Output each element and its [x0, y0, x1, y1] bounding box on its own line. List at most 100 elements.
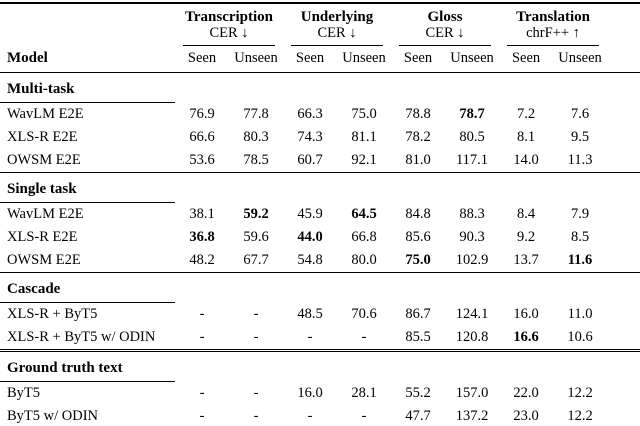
value-cell: 80.5	[459, 129, 485, 145]
section-header-filler	[175, 273, 640, 303]
value-cell: 85.5	[405, 329, 431, 345]
col-group-underlying: Underlying CER ↓	[283, 3, 391, 46]
value-cell: 88.3	[459, 206, 485, 222]
model-cell: OWSM E2E	[7, 152, 81, 168]
value-cell: 102.9	[455, 252, 489, 268]
value-cell: 8.1	[516, 129, 536, 145]
value-cell: 47.7	[405, 408, 431, 424]
value-cell: 54.8	[297, 252, 323, 268]
value-cell: 78.7	[459, 106, 485, 122]
value-cell: 66.6	[189, 129, 215, 145]
value-cell: 45.9	[297, 206, 323, 222]
value-cell: 124.1	[455, 306, 489, 322]
spacer-cell	[607, 226, 640, 249]
value-cell: 7.6	[570, 106, 590, 122]
value-cell: 16.6	[513, 329, 539, 345]
value-cell: 76.9	[189, 106, 215, 122]
section-header-row: Cascade	[0, 272, 640, 303]
value-cell: 48.2	[189, 252, 215, 268]
value-cell: 80.0	[351, 252, 377, 268]
value-cell: 12.2	[567, 408, 593, 424]
value-cell: 11.6	[567, 252, 593, 268]
value-cell: 92.1	[351, 152, 377, 168]
table-row: ByT5 - - 16.0 28.1 55.2 157.0 22.0 12.2	[0, 382, 640, 406]
section-header-row: Ground truth text	[0, 350, 640, 382]
value-cell: 78.5	[243, 152, 269, 168]
column-group-header-row: Transcription CER ↓ Underlying CER ↓ Glo…	[0, 3, 640, 46]
sub-header-unseen: Unseen	[558, 50, 602, 66]
value-cell: 81.0	[405, 152, 431, 168]
value-cell: 8.4	[516, 206, 536, 222]
model-cell: WavLM E2E	[7, 106, 84, 122]
value-cell: 66.3	[297, 106, 323, 122]
value-cell: 44.0	[297, 229, 323, 245]
value-cell: 120.8	[455, 329, 489, 345]
sub-header-unseen: Unseen	[450, 50, 494, 66]
group-header-empty-cell	[0, 3, 175, 46]
value-cell: 9.5	[570, 129, 590, 145]
value-cell: 86.7	[405, 306, 431, 322]
value-cell: 10.6	[567, 329, 593, 345]
value-cell: 67.7	[243, 252, 269, 268]
value-cell: -	[199, 385, 205, 401]
value-cell: 22.0	[513, 385, 539, 401]
sub-header-seen: Seen	[511, 50, 541, 66]
model-cell: XLS-R E2E	[7, 229, 78, 245]
model-cell: OWSM E2E	[7, 252, 81, 268]
value-cell: -	[361, 329, 367, 345]
value-cell: 16.0	[513, 306, 539, 322]
spacer-cell	[607, 203, 640, 227]
value-cell: 23.0	[513, 408, 539, 424]
value-cell: 11.0	[567, 306, 593, 322]
table-row: XLS-R E2E 66.6 80.3 74.3 81.1 78.2 80.5 8.1 9.5	[0, 126, 640, 149]
value-cell: 137.2	[455, 408, 489, 424]
value-cell: -	[199, 329, 205, 345]
section-header-filler	[175, 173, 640, 203]
value-cell: 36.8	[189, 229, 215, 245]
section-header-row: Multi-task	[0, 72, 640, 103]
value-cell: 7.9	[570, 206, 590, 222]
value-cell: 7.2	[516, 106, 536, 122]
table-row: XLS-R E2E 36.8 59.6 44.0 66.8 85.6 90.3 9.2 8.5	[0, 226, 640, 249]
value-cell: 80.3	[243, 129, 269, 145]
sub-header-seen: Seen	[403, 50, 433, 66]
table-row: ByT5 w/ ODIN - - - - 47.7 137.2 23.0 12.2	[0, 405, 640, 426]
table-row: WavLM E2E 76.9 77.8 66.3 75.0 78.8 78.7 7.2 7.6	[0, 103, 640, 127]
value-cell: -	[253, 306, 259, 322]
value-cell: 81.1	[351, 129, 377, 145]
value-cell: 13.7	[513, 252, 539, 268]
value-cell: 70.6	[351, 306, 377, 322]
value-cell: 8.5	[570, 229, 590, 245]
value-cell: 157.0	[455, 385, 489, 401]
spacer-cell	[607, 149, 640, 173]
value-cell: 64.5	[351, 206, 377, 222]
group-title: Underlying	[300, 9, 374, 25]
value-cell: -	[199, 408, 205, 424]
section-title: Multi-task	[0, 72, 175, 103]
group-metric: CER ↓	[425, 25, 465, 41]
value-cell: -	[253, 385, 259, 401]
table-row: XLS-R + ByT5 - - 48.5 70.6 86.7 124.1 16.0 11.0	[0, 303, 640, 327]
value-cell: 84.8	[405, 206, 431, 222]
model-cell: ByT5 w/ ODIN	[7, 408, 99, 424]
value-cell: 48.5	[297, 306, 323, 322]
model-cell: XLS-R + ByT5 w/ ODIN	[7, 329, 156, 345]
value-cell: 85.6	[405, 229, 431, 245]
value-cell: 16.0	[297, 385, 323, 401]
spacer-cell	[607, 382, 640, 406]
value-cell: -	[361, 408, 367, 424]
value-cell: -	[307, 329, 313, 345]
spacer-cell	[607, 3, 640, 46]
spacer-cell	[607, 303, 640, 327]
spacer-cell	[607, 326, 640, 351]
col-group-transcription: Transcription CER ↓	[175, 3, 283, 46]
value-cell: -	[253, 329, 259, 345]
group-metric: chrF++ ↑	[526, 25, 580, 41]
model-cell: WavLM E2E	[7, 206, 84, 222]
spacer-cell	[607, 126, 640, 149]
model-column-header: Model	[7, 50, 48, 66]
value-cell: 74.3	[297, 129, 323, 145]
col-group-translation: Translation chrF++ ↑	[499, 3, 607, 46]
spacer-cell	[607, 249, 640, 273]
